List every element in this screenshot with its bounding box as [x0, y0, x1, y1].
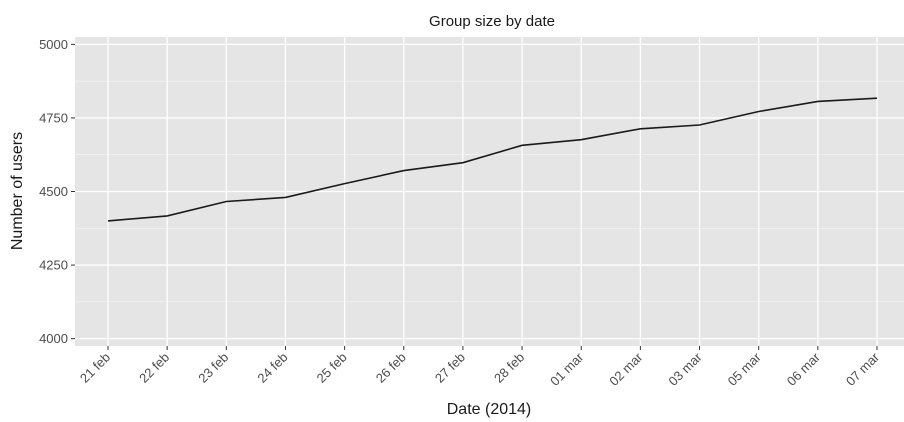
- x-tick-label: 06 mar: [784, 349, 824, 389]
- x-tick-label: 22 feb: [136, 350, 172, 386]
- y-tick-label: 4750: [39, 110, 68, 125]
- y-tick-label: 4500: [39, 184, 68, 199]
- x-tick-label: 07 mar: [843, 349, 883, 389]
- x-tick-label: 27 feb: [432, 350, 468, 386]
- y-axis-ticks: 4000 4250 4500 4750 5000: [39, 37, 75, 346]
- y-tick-label: 5000: [39, 37, 68, 52]
- x-tick-label: 01 mar: [547, 349, 587, 389]
- x-tick-label: 02 mar: [606, 349, 646, 389]
- x-tick-label: 25 feb: [314, 350, 350, 386]
- y-tick-label: 4250: [39, 258, 68, 273]
- x-tick-label: 03 mar: [665, 349, 705, 389]
- x-tick-label: 28 feb: [491, 350, 527, 386]
- series-line: [107, 97, 878, 222]
- chart-title: Group size by date: [429, 13, 555, 30]
- major-gridlines: [75, 37, 904, 346]
- x-tick-label: 05 mar: [725, 349, 765, 389]
- y-axis-label: Number of users: [9, 132, 26, 250]
- x-axis-label: Date (2014): [447, 401, 532, 418]
- x-axis-ticks: 21 feb 22 feb 23 feb 24 feb 25 feb 26 feb 27 f…: [77, 346, 883, 389]
- y-tick-label: 4000: [39, 331, 68, 346]
- x-tick-label: 26 feb: [373, 350, 409, 386]
- x-tick-label: 23 feb: [195, 350, 231, 386]
- x-tick-label: 21 feb: [77, 350, 113, 386]
- x-tick-label: 24 feb: [254, 350, 290, 386]
